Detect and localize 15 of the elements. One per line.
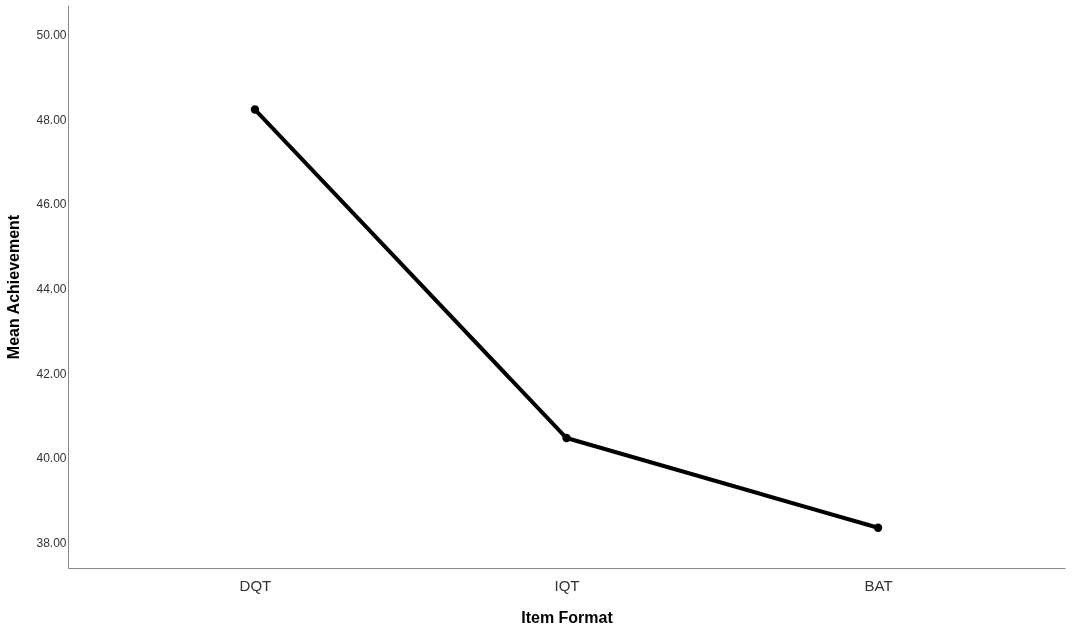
point: [873, 523, 883, 532]
y-tick-label: 46.00: [36, 197, 67, 212]
y-tick-label: 50.00: [36, 28, 67, 43]
point: [250, 105, 260, 114]
y-tick-label: 44.00: [36, 282, 67, 297]
y-tick-label: 40.00: [36, 451, 67, 466]
y-tick-label: 42.00: [36, 366, 67, 381]
x-tick-label: BAT: [864, 576, 893, 594]
x-axis-title: Item Format: [521, 608, 614, 626]
y-axis-title: Mean Achievement: [5, 214, 23, 360]
y-tick-label: 48.00: [36, 112, 67, 127]
x-tick-label: IQT: [554, 576, 580, 594]
x-tick-label: DQT: [239, 576, 272, 594]
y-tick-label: 38.00: [36, 536, 67, 551]
point: [562, 433, 571, 443]
